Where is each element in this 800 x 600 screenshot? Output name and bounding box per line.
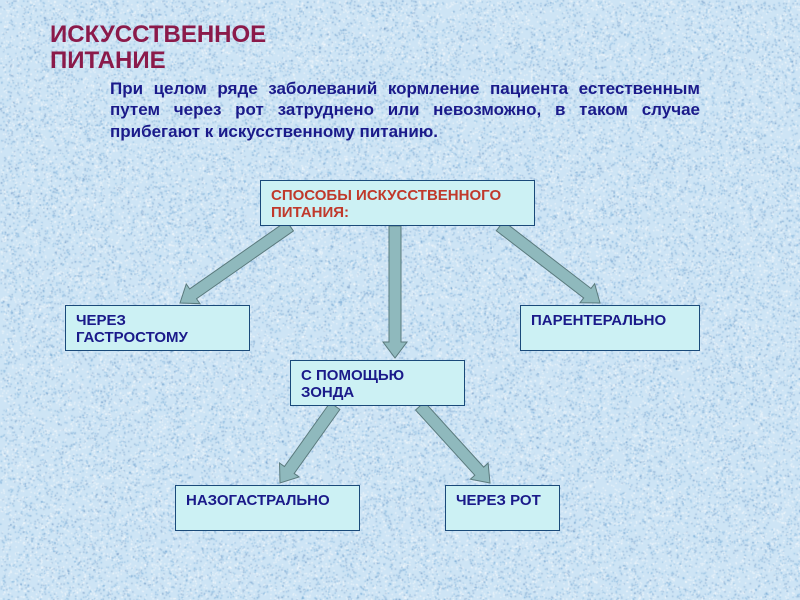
title-text: ИСКУССТВЕННОЕПИТАНИЕ [50,21,266,74]
node-root: СПОСОБЫ ИСКУССТВЕННОГО ПИТАНИЯ: [260,180,535,226]
node-gastro: ЧЕРЕЗ ГАСТРОСТОМУ [65,305,250,351]
node-parent: ПАРЕНТЕРАЛЬНО [520,305,700,351]
node-naso: НАЗОГАСТРАЛЬНО [175,485,360,531]
intro-accent: искусственному питанию. [218,122,438,141]
intro-paragraph: При целом ряде заболеваний кормление пац… [110,78,700,142]
page-title: ИСКУССТВЕННОЕПИТАНИЕ [50,22,266,75]
node-probe: С ПОМОЩЬЮ ЗОНДА [290,360,465,406]
node-mouth: ЧЕРЕЗ РОТ [445,485,560,531]
